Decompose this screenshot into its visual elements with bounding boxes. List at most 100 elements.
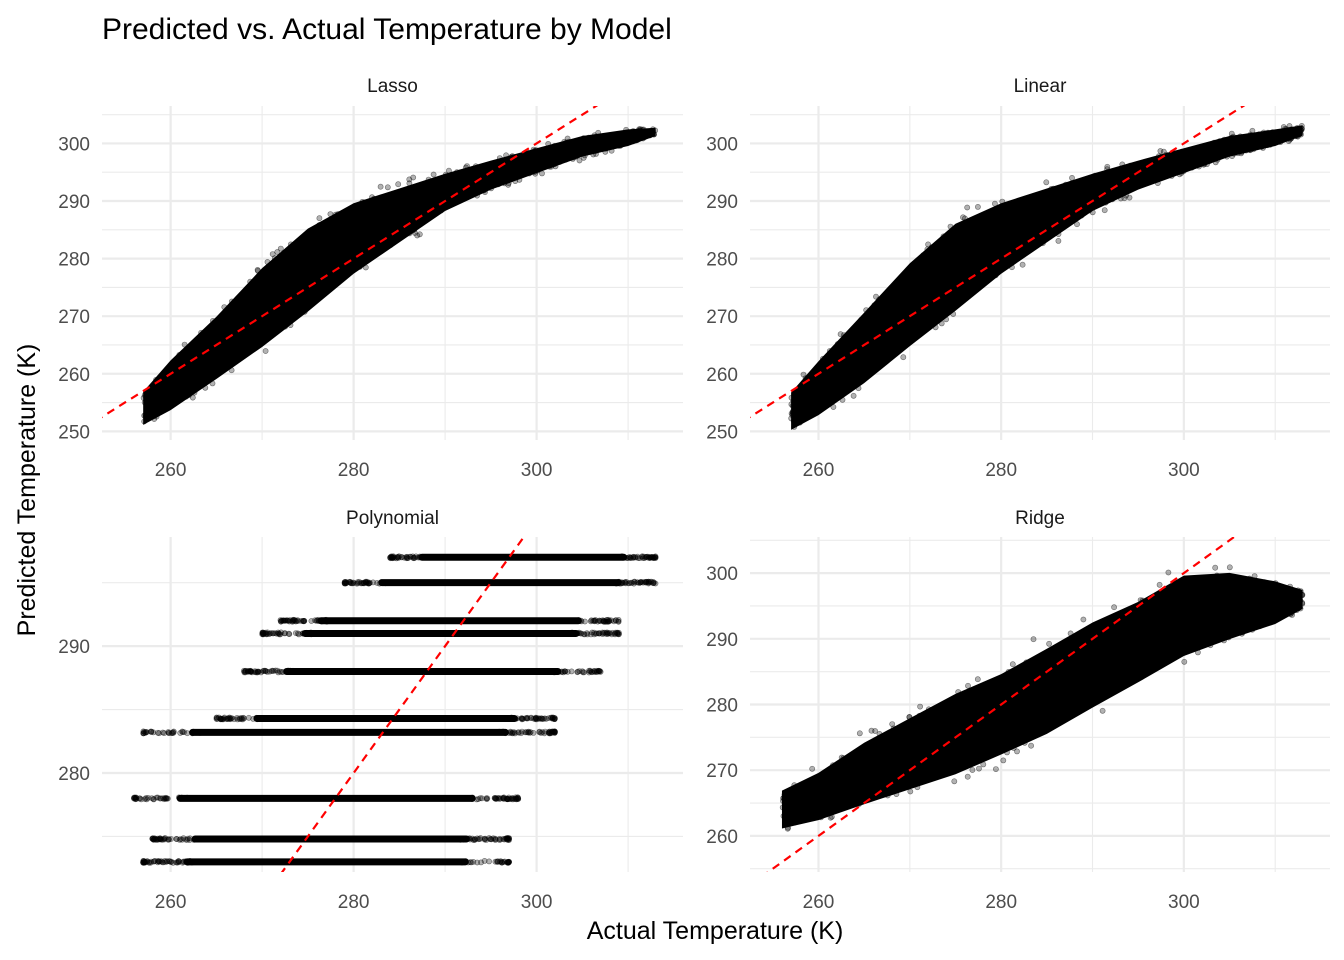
point-polynomial [300,618,307,625]
point-lasso [314,274,320,281]
y-tick-label-linear: 270 [706,307,738,328]
point-lasso [536,149,542,156]
point-linear [1255,139,1262,146]
point-linear [950,245,956,252]
point-ridge [908,732,915,739]
point-polynomial [308,629,315,636]
point-lasso [570,140,577,147]
point-linear [887,291,893,298]
point-ridge [1163,597,1169,603]
point-linear [945,300,952,307]
point-polynomial [622,579,629,585]
point-ridge [1114,657,1121,664]
point-linear [1123,192,1129,199]
point-lasso [283,279,290,286]
point-polynomial [541,730,548,737]
point-lasso [435,194,442,201]
point-lasso [322,235,329,242]
point-ridge [880,756,887,763]
point-ridge [1107,667,1114,673]
point-ridge [1044,658,1051,664]
point-ridge [1232,604,1238,611]
point-linear [899,329,906,336]
point-lasso [343,208,350,215]
point-ridge [1148,628,1155,635]
point-linear [1044,204,1051,211]
point-lasso [292,287,299,294]
point-lasso [221,304,228,310]
point-lasso [297,246,304,253]
point-lasso [262,291,269,297]
point-polynomial [150,796,157,803]
point-lasso [235,300,241,307]
point-ridge [969,733,976,739]
point-ridge [954,721,960,728]
point-ridge [1261,579,1268,585]
point-linear [866,362,873,368]
point-ridge [944,754,951,761]
point-ridge [1181,640,1188,647]
point-linear [1153,164,1160,171]
point-lasso [191,389,198,396]
point-polynomial [191,836,198,843]
point-linear [950,267,957,274]
point-lasso [158,396,165,403]
point-lasso [149,410,156,416]
point-linear [1208,142,1215,148]
point-linear [967,248,974,254]
point-linear [789,410,796,417]
point-lasso [438,187,444,194]
point-ridge [1000,757,1007,764]
point-ridge [1195,649,1201,656]
point-lasso [651,131,657,138]
point-ridge [1014,739,1021,746]
point-linear [927,309,934,316]
point-lasso [197,352,204,359]
point-polynomial [321,618,328,624]
point-polynomial [146,859,153,866]
point-lasso [385,201,392,208]
point-lasso [547,150,553,156]
point-lasso [343,213,349,220]
point-ridge [856,730,863,737]
point-ridge [959,721,965,728]
point-lasso [169,364,176,371]
point-lasso [153,413,160,420]
point-linear [826,348,833,354]
point-lasso [185,362,192,369]
point-ridge [1025,690,1032,696]
point-lasso [284,301,291,308]
point-ridge [1183,610,1189,616]
point-linear [963,241,970,248]
point-linear [1074,187,1081,194]
point-ridge [938,750,945,757]
point-ridge [870,795,876,801]
point-ridge [1156,581,1163,588]
point-polynomial [157,795,163,802]
point-lasso [387,242,394,249]
point-ridge [1108,638,1114,645]
point-linear [1281,136,1288,143]
point-polynomial [387,554,394,561]
point-lasso [287,241,294,248]
point-lasso [476,181,483,188]
point-ridge [1077,706,1084,713]
point-lasso [287,311,294,318]
point-polynomial [381,580,388,586]
point-polynomial [462,795,469,802]
point-lasso [277,279,284,286]
point-polynomial [165,729,172,735]
point-lasso [595,129,602,136]
point-linear [991,223,997,230]
point-linear [866,354,873,360]
point-polynomial [424,554,430,560]
point-linear [1023,247,1029,254]
point-linear [954,256,961,262]
point-lasso [288,271,295,277]
point-ridge [1005,669,1012,675]
point-polynomial [184,837,191,843]
point-linear [922,270,929,277]
point-polynomial [632,554,639,561]
point-ridge [1011,716,1017,723]
point-polynomial [613,580,620,587]
